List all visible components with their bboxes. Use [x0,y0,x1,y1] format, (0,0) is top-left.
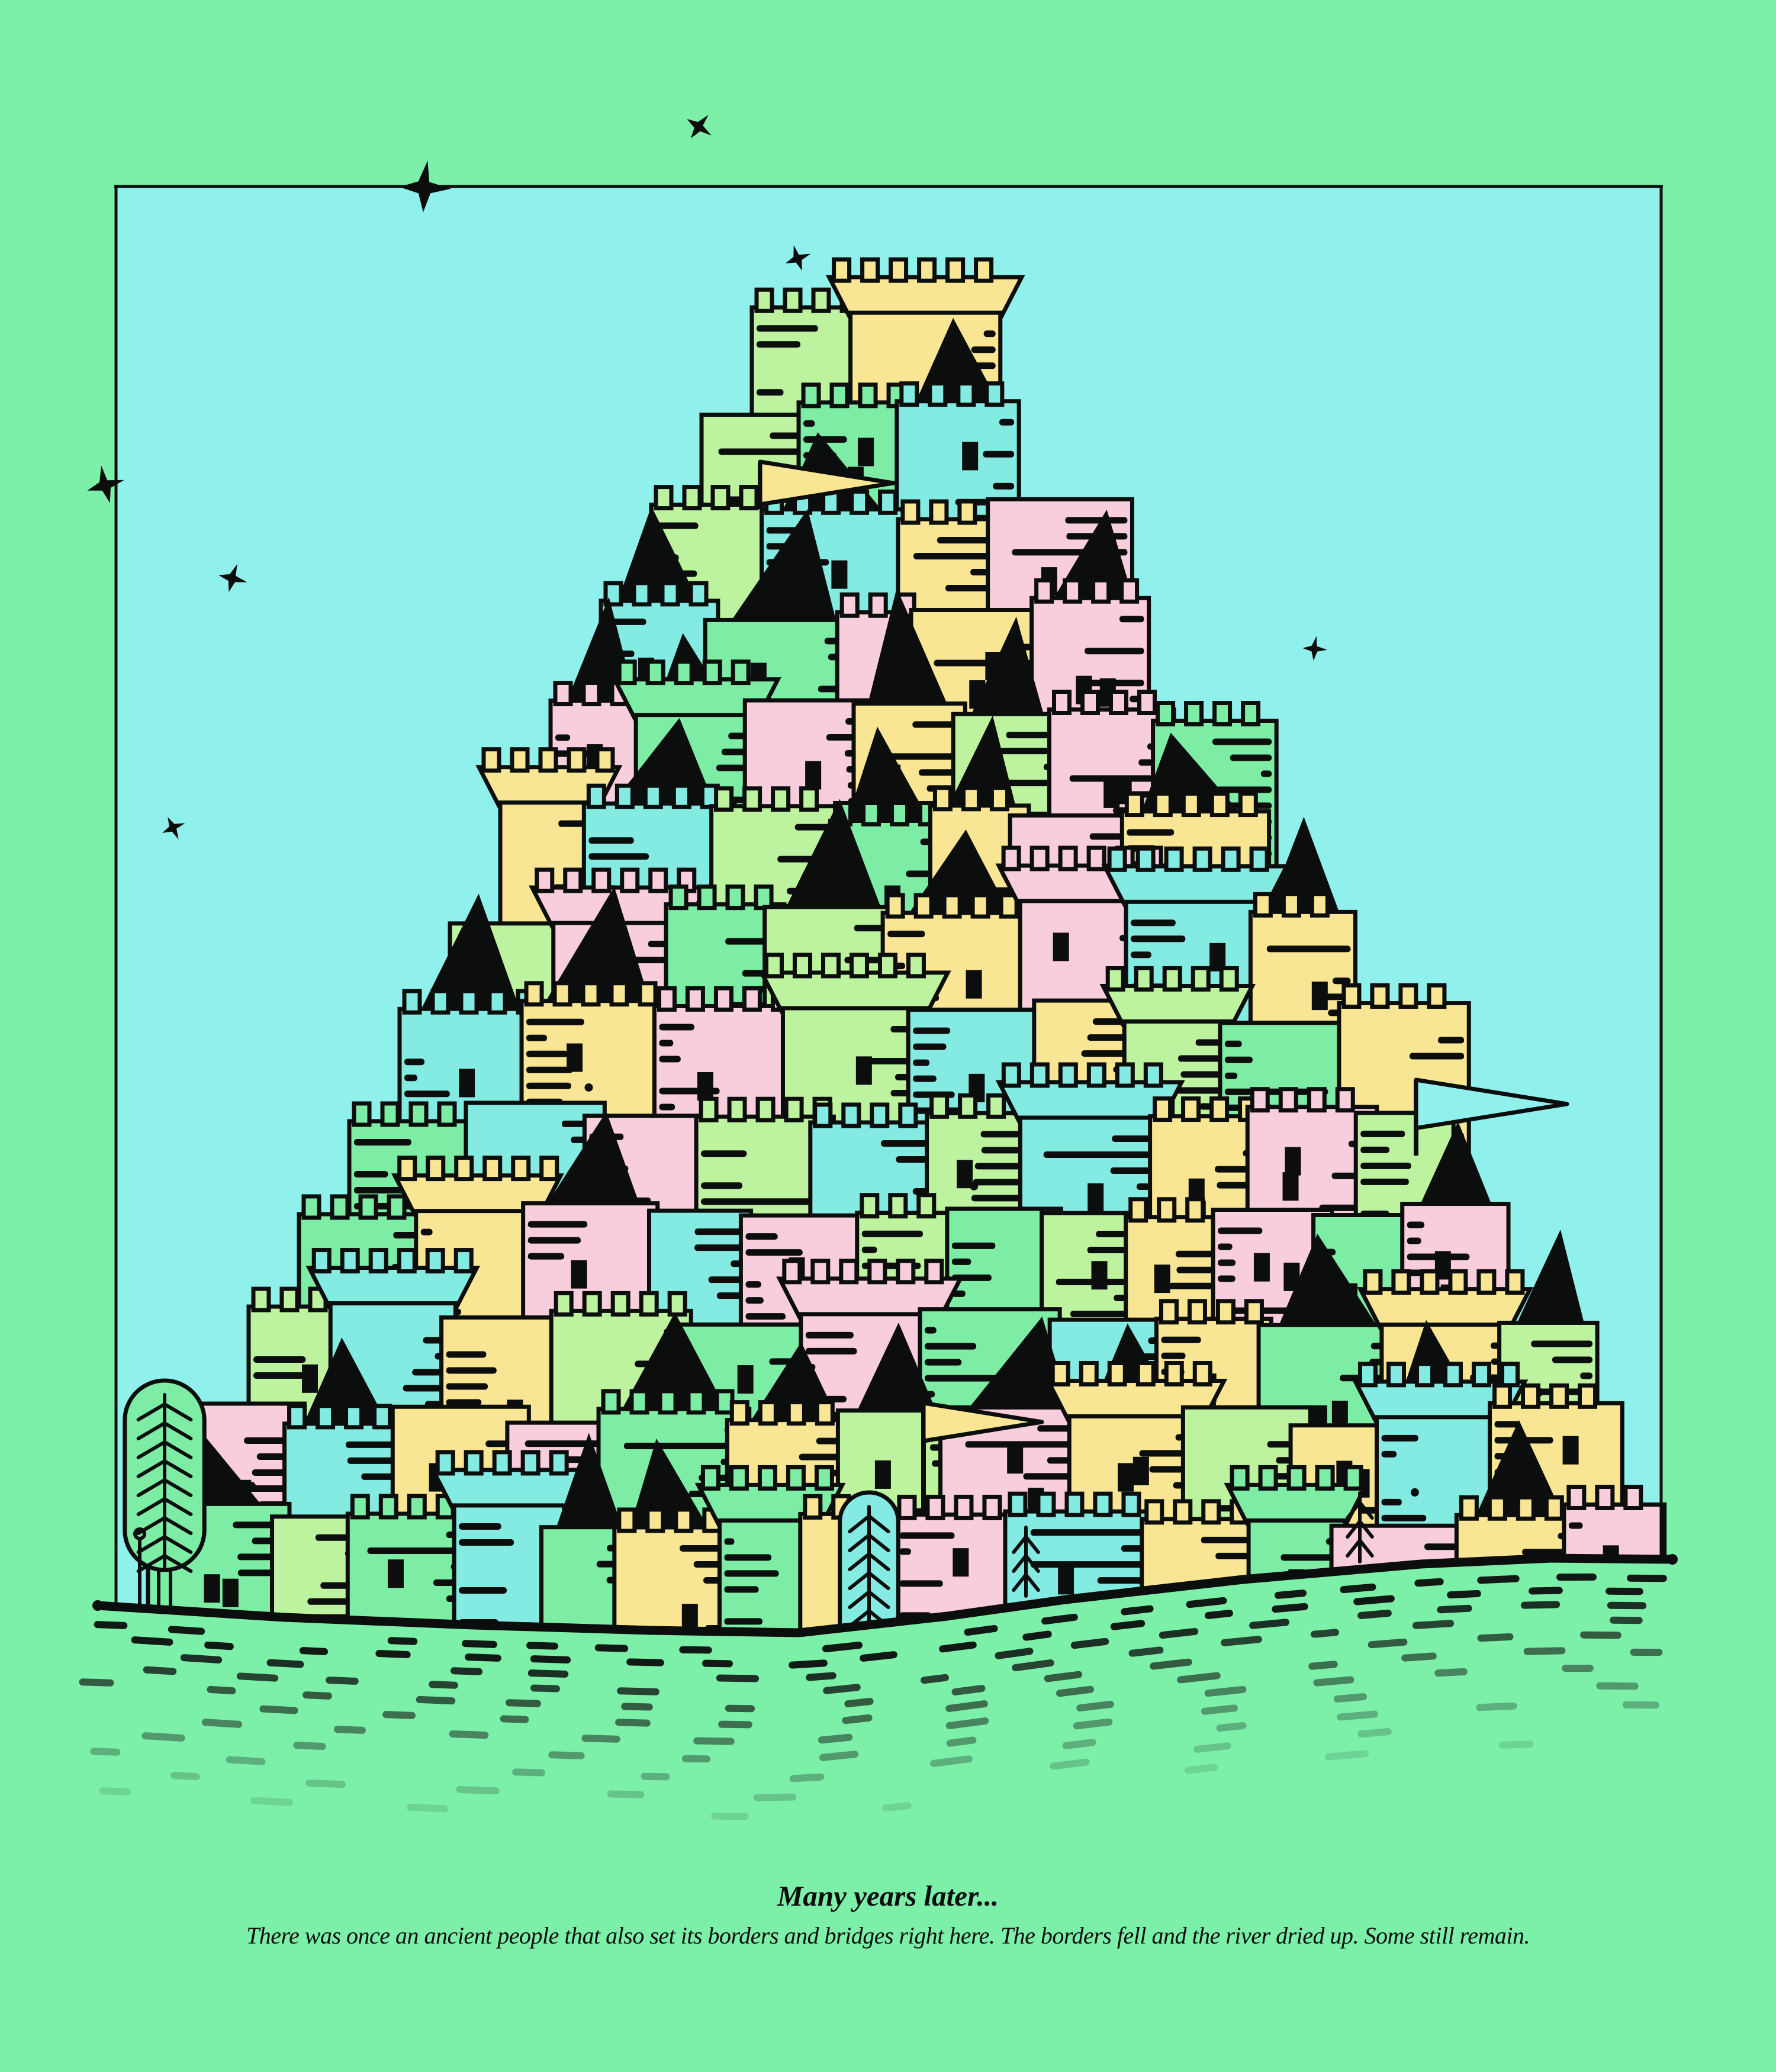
caption: Many years later... There was once an an… [0,1880,1776,1950]
arch-door [838,1490,900,1634]
bird-icon [1302,636,1328,661]
sparkle-icon [399,160,452,213]
arch-door [1346,1491,1374,1563]
bird-icon [687,115,712,139]
bird-icon [162,817,185,839]
ground-texture [79,1573,1667,1820]
castle-block [1029,509,1151,764]
arch-door [1012,1526,1040,1598]
sparkles [87,160,452,503]
pennant-flag [1414,1077,1569,1156]
pennant-flag [758,459,896,509]
caption-title: Many years later... [777,1880,999,1912]
frame-border [114,185,1663,1607]
caption-subtitle: There was once an ancient people that al… [246,1922,1530,1949]
bird-icon [218,564,247,592]
birds [162,115,1328,839]
pennant-flag [921,1401,1044,1516]
sparkle-icon [87,465,124,503]
horizon-line [93,1553,1677,1637]
bird-icon [785,244,811,271]
tree [123,1378,207,1608]
lamp-pole [133,1527,146,1607]
